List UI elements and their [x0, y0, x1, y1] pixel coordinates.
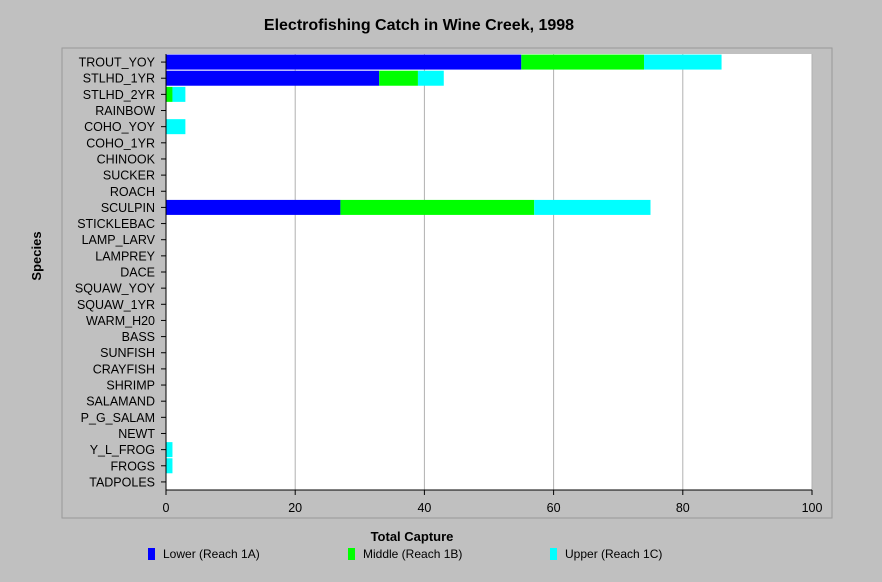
y-tick-label: STLHD_2YR — [83, 88, 155, 102]
bar-segment — [166, 442, 173, 458]
y-tick-label: STICKLEBAC — [77, 217, 155, 231]
x-tick-label: 40 — [417, 501, 431, 515]
y-tick-label: ROACH — [110, 185, 155, 199]
y-tick-label: SUNFISH — [100, 346, 155, 360]
bar-segment — [166, 86, 173, 102]
grid-lines — [294, 54, 813, 490]
bar-segment — [534, 199, 651, 215]
y-tick-label: WARM_H20 — [86, 314, 155, 328]
chart-title: Electrofishing Catch in Wine Creek, 1998 — [263, 17, 575, 34]
legend-item: Middle (Reach 1B) — [348, 547, 462, 561]
y-tick-label: P_G_SALAM — [81, 411, 155, 425]
bars — [166, 54, 722, 474]
axes: TROUT_YOY STLHD_1YR STLHD_2YR RAINBOW COHO_Y… — [75, 54, 823, 515]
y-axis-title: Species — [29, 231, 44, 280]
y-tick-label: BASS — [122, 330, 155, 344]
bar-segment — [644, 54, 722, 70]
x-axis-title: Total Capture — [371, 529, 454, 544]
y-tick-label: COHO_YOY — [84, 120, 156, 134]
bar-segment — [166, 119, 186, 135]
y-tick-label: STLHD_1YR — [83, 72, 155, 86]
y-tick-label: SALAMAND — [86, 395, 155, 409]
legend-label: Middle (Reach 1B) — [363, 547, 463, 561]
legend: Lower (Reach 1A) Middle (Reach 1B) Upper (… — [0, 547, 882, 565]
legend-item: Lower (Reach 1A) — [148, 547, 260, 561]
x-tick-label: 20 — [288, 501, 302, 515]
y-tick-label: FROGS — [111, 459, 155, 473]
legend-label: Lower (Reach 1A) — [163, 547, 260, 561]
plot-area — [166, 54, 812, 490]
y-tick-label: SHRIMP — [106, 379, 155, 393]
y-tick-label: SCULPIN — [101, 201, 155, 215]
y-tick-label: CHINOOK — [97, 152, 156, 166]
y-tick-label: SQUAW_YOY — [75, 282, 156, 296]
y-tick-label: COHO_1YR — [86, 136, 155, 150]
x-tick-label: 80 — [676, 501, 690, 515]
bar-segment — [172, 86, 186, 102]
bar-segment — [417, 70, 444, 86]
legend-label: Upper (Reach 1C) — [565, 547, 663, 561]
y-tick-label: LAMP_LARV — [82, 233, 156, 247]
bar-segment — [166, 458, 173, 474]
legend-swatch — [550, 548, 557, 560]
y-tick-label: DACE — [120, 266, 155, 280]
bar-segment — [166, 199, 341, 215]
bar-segment — [521, 54, 645, 70]
y-tick-label: NEWT — [118, 427, 155, 441]
y-tick-label: TROUT_YOY — [79, 56, 156, 70]
y-tick-label: RAINBOW — [95, 104, 155, 118]
bar-segment — [166, 70, 380, 86]
x-tick-label: 0 — [163, 501, 170, 515]
y-tick-label: Y_L_FROG — [90, 443, 155, 457]
legend-swatch — [348, 548, 355, 560]
bar-segment — [166, 54, 522, 70]
y-tick-label: LAMPREY — [95, 249, 155, 263]
bar-segment — [379, 70, 418, 86]
y-tick-label: SUCKER — [103, 169, 155, 183]
bar-segment — [340, 199, 535, 215]
y-tick-label: SQUAW_1YR — [77, 298, 155, 312]
x-tick-label: 100 — [802, 501, 823, 515]
legend-swatch — [148, 548, 155, 560]
y-tick-label: CRAYFISH — [93, 362, 155, 376]
y-tick-label: TADPOLES — [89, 475, 155, 489]
x-tick-label: 60 — [547, 501, 561, 515]
legend-item: Upper (Reach 1C) — [550, 547, 662, 561]
